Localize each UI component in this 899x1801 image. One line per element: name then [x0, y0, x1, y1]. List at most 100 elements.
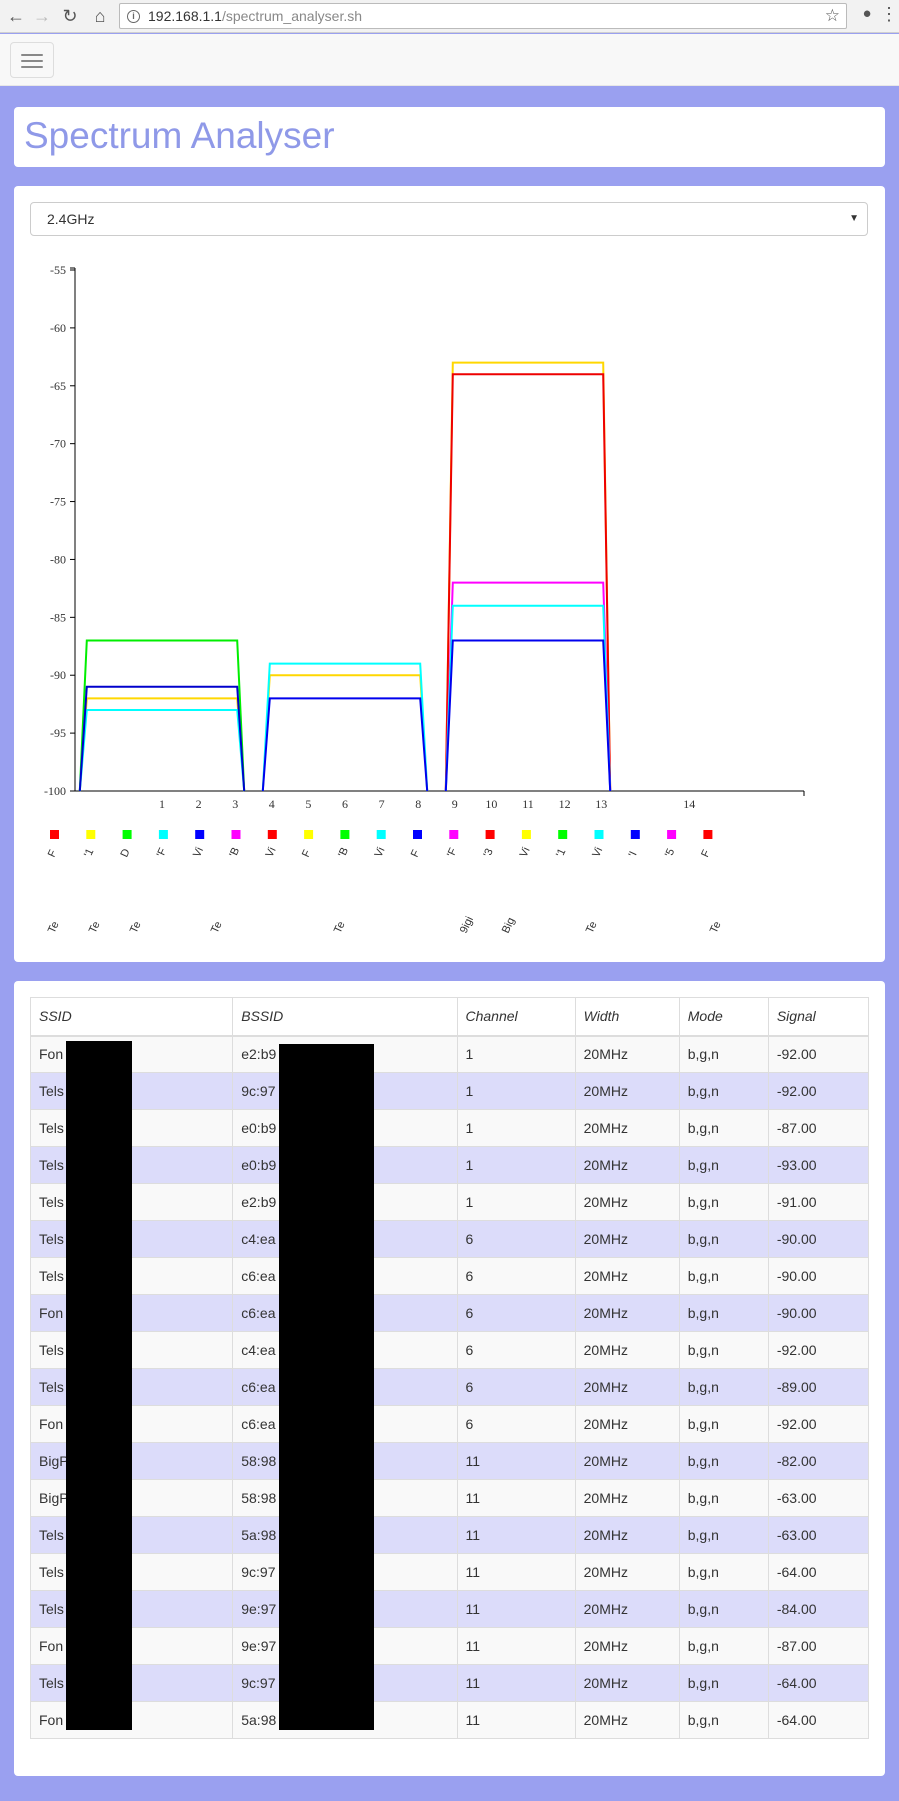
cell-mode: b,g,n: [678, 1183, 769, 1221]
table-header-row: SSID BSSID Channel Width Mode Signal: [29, 997, 870, 1037]
table-row: Tels 9c:97 11 20MHz b,g,n -64.00: [29, 1553, 870, 1591]
cell-width: 20MHz: [574, 1701, 680, 1739]
x-tick-label: 5: [305, 797, 311, 811]
cell-signal: -63.00: [767, 1479, 870, 1517]
cell-mode: b,g,n: [678, 1405, 769, 1443]
cell-mode: b,g,n: [678, 1035, 769, 1073]
cell-mode: b,g,n: [678, 1442, 769, 1480]
series-line: [261, 662, 429, 792]
legend-label: D: [118, 847, 132, 859]
legend-label-row2: Te: [332, 920, 348, 936]
legend-swatch: [413, 830, 422, 839]
cell-signal: -92.00: [767, 1331, 870, 1369]
cell-channel: 11: [456, 1516, 576, 1554]
cell-mode: b,g,n: [678, 1516, 769, 1554]
band-select[interactable]: 2.4GHz ▼: [30, 202, 868, 236]
browser-menu-icon[interactable]: ⋮: [880, 4, 898, 24]
cell-mode: b,g,n: [678, 1257, 769, 1295]
extension-bulb-icon[interactable]: ●: [862, 5, 872, 22]
legend-swatch: [521, 830, 531, 839]
cell-signal: -92.00: [767, 1072, 870, 1110]
cell-signal: -92.00: [767, 1035, 870, 1073]
legend-swatch: [630, 830, 640, 839]
table-row: Fon 5a:98 11 20MHz b,g,n -64.00: [29, 1701, 870, 1739]
address-bar[interactable]: i 192.168.1.1/spectrum_analyser.sh ☆: [119, 3, 847, 29]
redaction-block-bssid: [279, 1044, 374, 1730]
cell-channel: 6: [456, 1220, 576, 1258]
home-icon[interactable]: ⌂: [94, 6, 106, 26]
legend-label-row2: Te: [128, 920, 144, 936]
cell-width: 20MHz: [574, 1442, 680, 1480]
cell-mode: b,g,n: [678, 1627, 769, 1665]
legend-label: Vi: [191, 846, 206, 860]
y-tick-label: -100: [44, 784, 66, 798]
cell-mode: b,g,n: [678, 1146, 769, 1184]
legend-label-row2: Te: [46, 920, 62, 936]
table-row: Tels e0:b9 1 20MHz b,g,n -87.00: [29, 1109, 870, 1147]
hamburger-line: [21, 66, 43, 68]
networks-table: SSID BSSID Channel Width Mode Signal Fon e2:b9…: [29, 997, 870, 1739]
legend-label-row2: 9igi: [458, 915, 476, 936]
legend-swatch: [703, 830, 713, 839]
column-header-channel[interactable]: Channel: [456, 997, 576, 1037]
legend-label-row2: Te: [87, 920, 103, 936]
cell-mode: b,g,n: [678, 1368, 769, 1406]
cell-signal: -64.00: [767, 1701, 870, 1739]
legend-label: Vi: [590, 846, 605, 860]
redaction-block-ssid: [66, 1041, 132, 1730]
title-panel: Spectrum Analyser: [14, 107, 885, 167]
cell-width: 20MHz: [574, 1294, 680, 1332]
legend-swatch: [267, 830, 277, 839]
x-tick-label: 13: [595, 797, 607, 811]
cell-channel: 11: [456, 1553, 576, 1591]
cell-mode: b,g,n: [678, 1479, 769, 1517]
forward-icon[interactable]: →: [33, 6, 51, 26]
cell-signal: -89.00: [767, 1368, 870, 1406]
cell-mode: b,g,n: [678, 1664, 769, 1702]
legend-swatch: [158, 830, 168, 839]
legend-label: '3: [481, 847, 495, 860]
column-header-width[interactable]: Width: [574, 997, 680, 1037]
column-header-bssid[interactable]: BSSID: [232, 997, 458, 1037]
legend-label: F: [46, 848, 60, 859]
column-header-ssid[interactable]: SSID: [29, 997, 234, 1037]
y-tick-label: -70: [50, 437, 66, 451]
legend-swatch: [485, 830, 495, 839]
bookmark-star-icon[interactable]: ☆: [824, 6, 840, 25]
back-icon[interactable]: ←: [7, 6, 25, 26]
legend-label: F: [699, 848, 713, 859]
legend-label: 'I: [627, 850, 640, 860]
table-row: Tels c6:ea 6 20MHz b,g,n -90.00: [29, 1257, 870, 1295]
legend-swatch: [376, 830, 386, 839]
reload-icon[interactable]: ↻: [62, 6, 78, 26]
cell-signal: -90.00: [767, 1220, 870, 1258]
x-tick-label: 1: [159, 797, 165, 811]
table-row: Tels e2:b9 1 20MHz b,g,n -91.00: [29, 1183, 870, 1221]
cell-width: 20MHz: [574, 1479, 680, 1517]
cell-channel: 11: [456, 1701, 576, 1739]
series-line: [78, 685, 246, 792]
info-icon[interactable]: i: [127, 10, 140, 23]
series-line: [78, 639, 246, 792]
hamburger-menu-button[interactable]: [10, 42, 54, 78]
series-line: [261, 674, 429, 792]
legend-label-row2: Te: [584, 920, 600, 936]
x-tick-label: 4: [269, 797, 275, 811]
column-header-mode[interactable]: Mode: [678, 997, 769, 1037]
cell-signal: -63.00: [767, 1516, 870, 1554]
series-line: [444, 373, 612, 792]
legend-label: Vi: [518, 846, 533, 860]
cell-width: 20MHz: [574, 1553, 680, 1591]
cell-channel: 11: [456, 1664, 576, 1702]
cell-width: 20MHz: [574, 1072, 680, 1110]
url-host: 192.168.1.1: [148, 8, 222, 24]
cell-signal: -82.00: [767, 1442, 870, 1480]
cell-width: 20MHz: [574, 1109, 680, 1147]
cell-mode: b,g,n: [678, 1109, 769, 1147]
column-header-signal[interactable]: Signal: [767, 997, 870, 1037]
chart-panel: 2.4GHz ▼ -55 -60 -65 -70 -75 -80 -85 -90 -95 -100…: [14, 186, 885, 962]
cell-width: 20MHz: [574, 1627, 680, 1665]
legend-label-row2: Big: [500, 916, 518, 935]
legend-label: 'F: [445, 846, 460, 859]
y-tick-label: -85: [50, 610, 66, 624]
